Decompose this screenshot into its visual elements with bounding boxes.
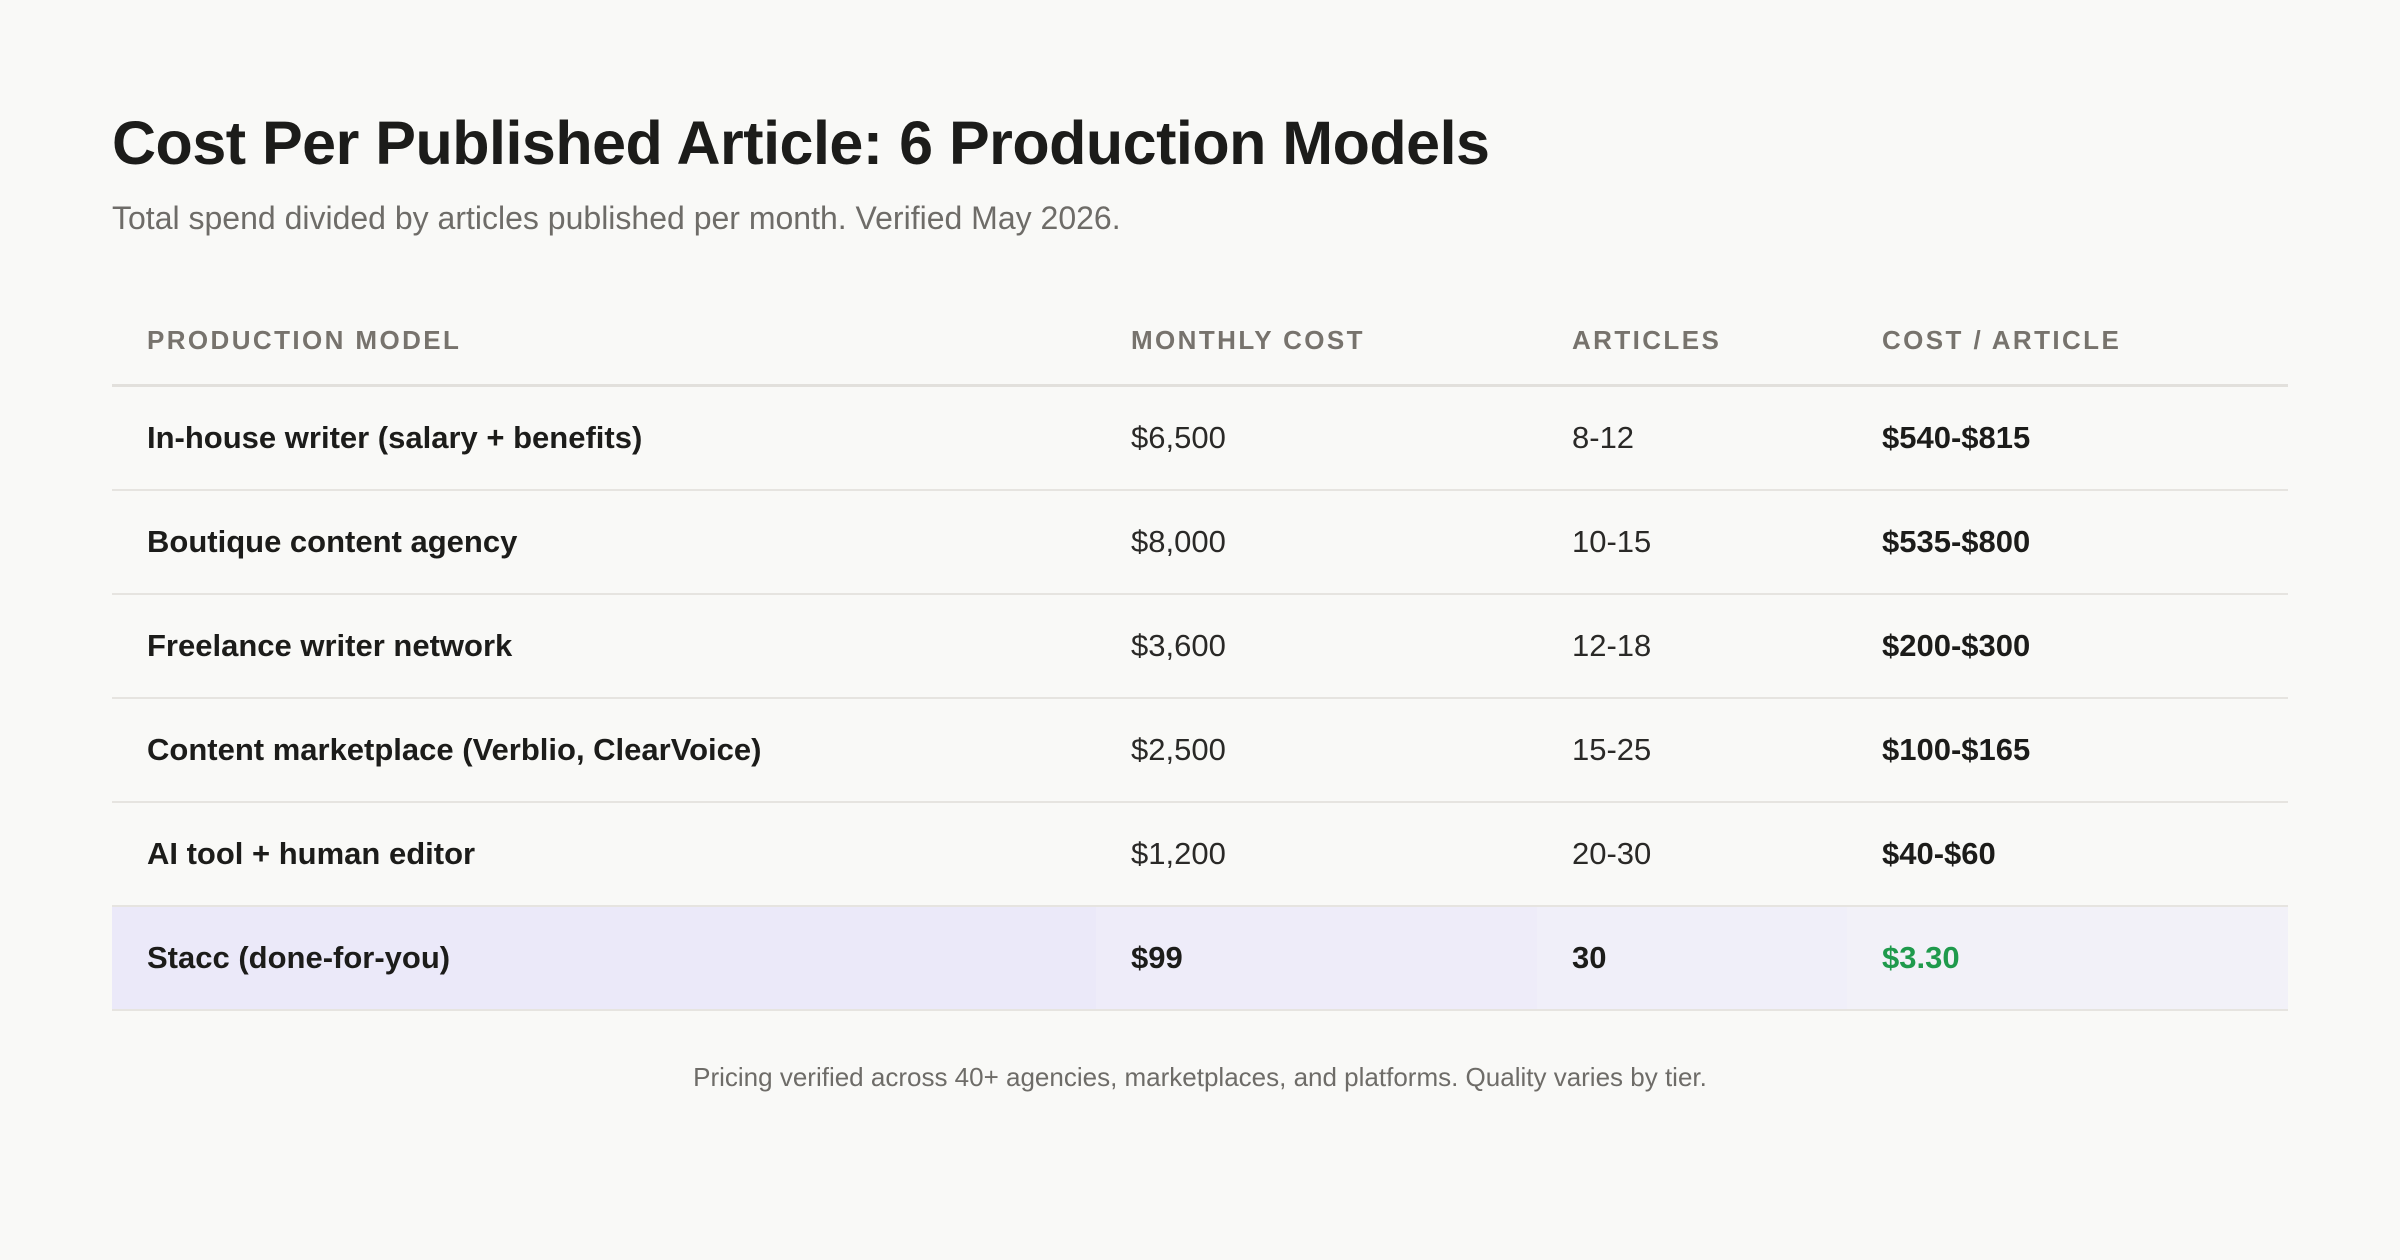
- column-header-articles: ARTICLES: [1537, 296, 1847, 387]
- table-row: Freelance writer network $3,600 12-18 $2…: [112, 594, 2288, 699]
- cell-production-model: Content marketplace (Verblio, ClearVoice…: [112, 698, 1096, 803]
- cell-articles: 15-25: [1537, 698, 1847, 803]
- cell-monthly-cost: $6,500: [1096, 385, 1537, 491]
- table-row-highlighted: Stacc (done-for-you) $99 30 $3.30: [112, 906, 2288, 1011]
- chart-page: Cost Per Published Article: 6 Production…: [112, 0, 2288, 1260]
- cell-production-model: AI tool + human editor: [112, 802, 1096, 907]
- table-row: In-house writer (salary + benefits) $6,5…: [112, 385, 2288, 491]
- table-row: Boutique content agency $8,000 10-15 $53…: [112, 490, 2288, 595]
- table-row: AI tool + human editor $1,200 20-30 $40-…: [112, 802, 2288, 907]
- cell-cost-per-article: $40-$60: [1847, 802, 2288, 907]
- cell-articles: 8-12: [1537, 385, 1847, 491]
- cell-cost-per-article: $200-$300: [1847, 594, 2288, 699]
- cost-table: PRODUCTION MODEL MONTHLY COST ARTICLES C…: [112, 296, 2288, 1011]
- cell-monthly-cost: $2,500: [1096, 698, 1537, 803]
- cell-production-model: In-house writer (salary + benefits): [112, 385, 1096, 491]
- table-row: Content marketplace (Verblio, ClearVoice…: [112, 698, 2288, 803]
- cell-cost-per-article: $535-$800: [1847, 490, 2288, 595]
- table-header: PRODUCTION MODEL MONTHLY COST ARTICLES C…: [112, 296, 2288, 387]
- cell-monthly-cost: $8,000: [1096, 490, 1537, 595]
- cell-articles: 20-30: [1537, 802, 1847, 907]
- cell-cost-per-article: $3.30: [1847, 906, 2288, 1011]
- column-header-cost-per-article: COST / ARTICLE: [1847, 296, 2288, 387]
- cell-cost-per-article: $100-$165: [1847, 698, 2288, 803]
- cell-monthly-cost: $3,600: [1096, 594, 1537, 699]
- footnote: Pricing verified across 40+ agencies, ma…: [693, 1062, 1707, 1092]
- cell-production-model: Boutique content agency: [112, 490, 1096, 595]
- chart-subtitle: Total spend divided by articles publishe…: [112, 200, 1121, 236]
- cell-articles: 12-18: [1537, 594, 1847, 699]
- cell-monthly-cost: $1,200: [1096, 802, 1537, 907]
- cell-monthly-cost: $99: [1096, 906, 1537, 1011]
- header-row: PRODUCTION MODEL MONTHLY COST ARTICLES C…: [112, 296, 2288, 387]
- cell-cost-per-article: $540-$815: [1847, 385, 2288, 491]
- chart-title: Cost Per Published Article: 6 Production…: [112, 109, 1490, 177]
- cell-articles: 10-15: [1537, 490, 1847, 595]
- cell-articles: 30: [1537, 906, 1847, 1011]
- cell-production-model: Stacc (done-for-you): [112, 906, 1096, 1011]
- column-header-monthly-cost: MONTHLY COST: [1096, 296, 1537, 387]
- table-body: In-house writer (salary + benefits) $6,5…: [112, 385, 2288, 1011]
- cell-production-model: Freelance writer network: [112, 594, 1096, 699]
- column-header-production-model: PRODUCTION MODEL: [112, 296, 1096, 387]
